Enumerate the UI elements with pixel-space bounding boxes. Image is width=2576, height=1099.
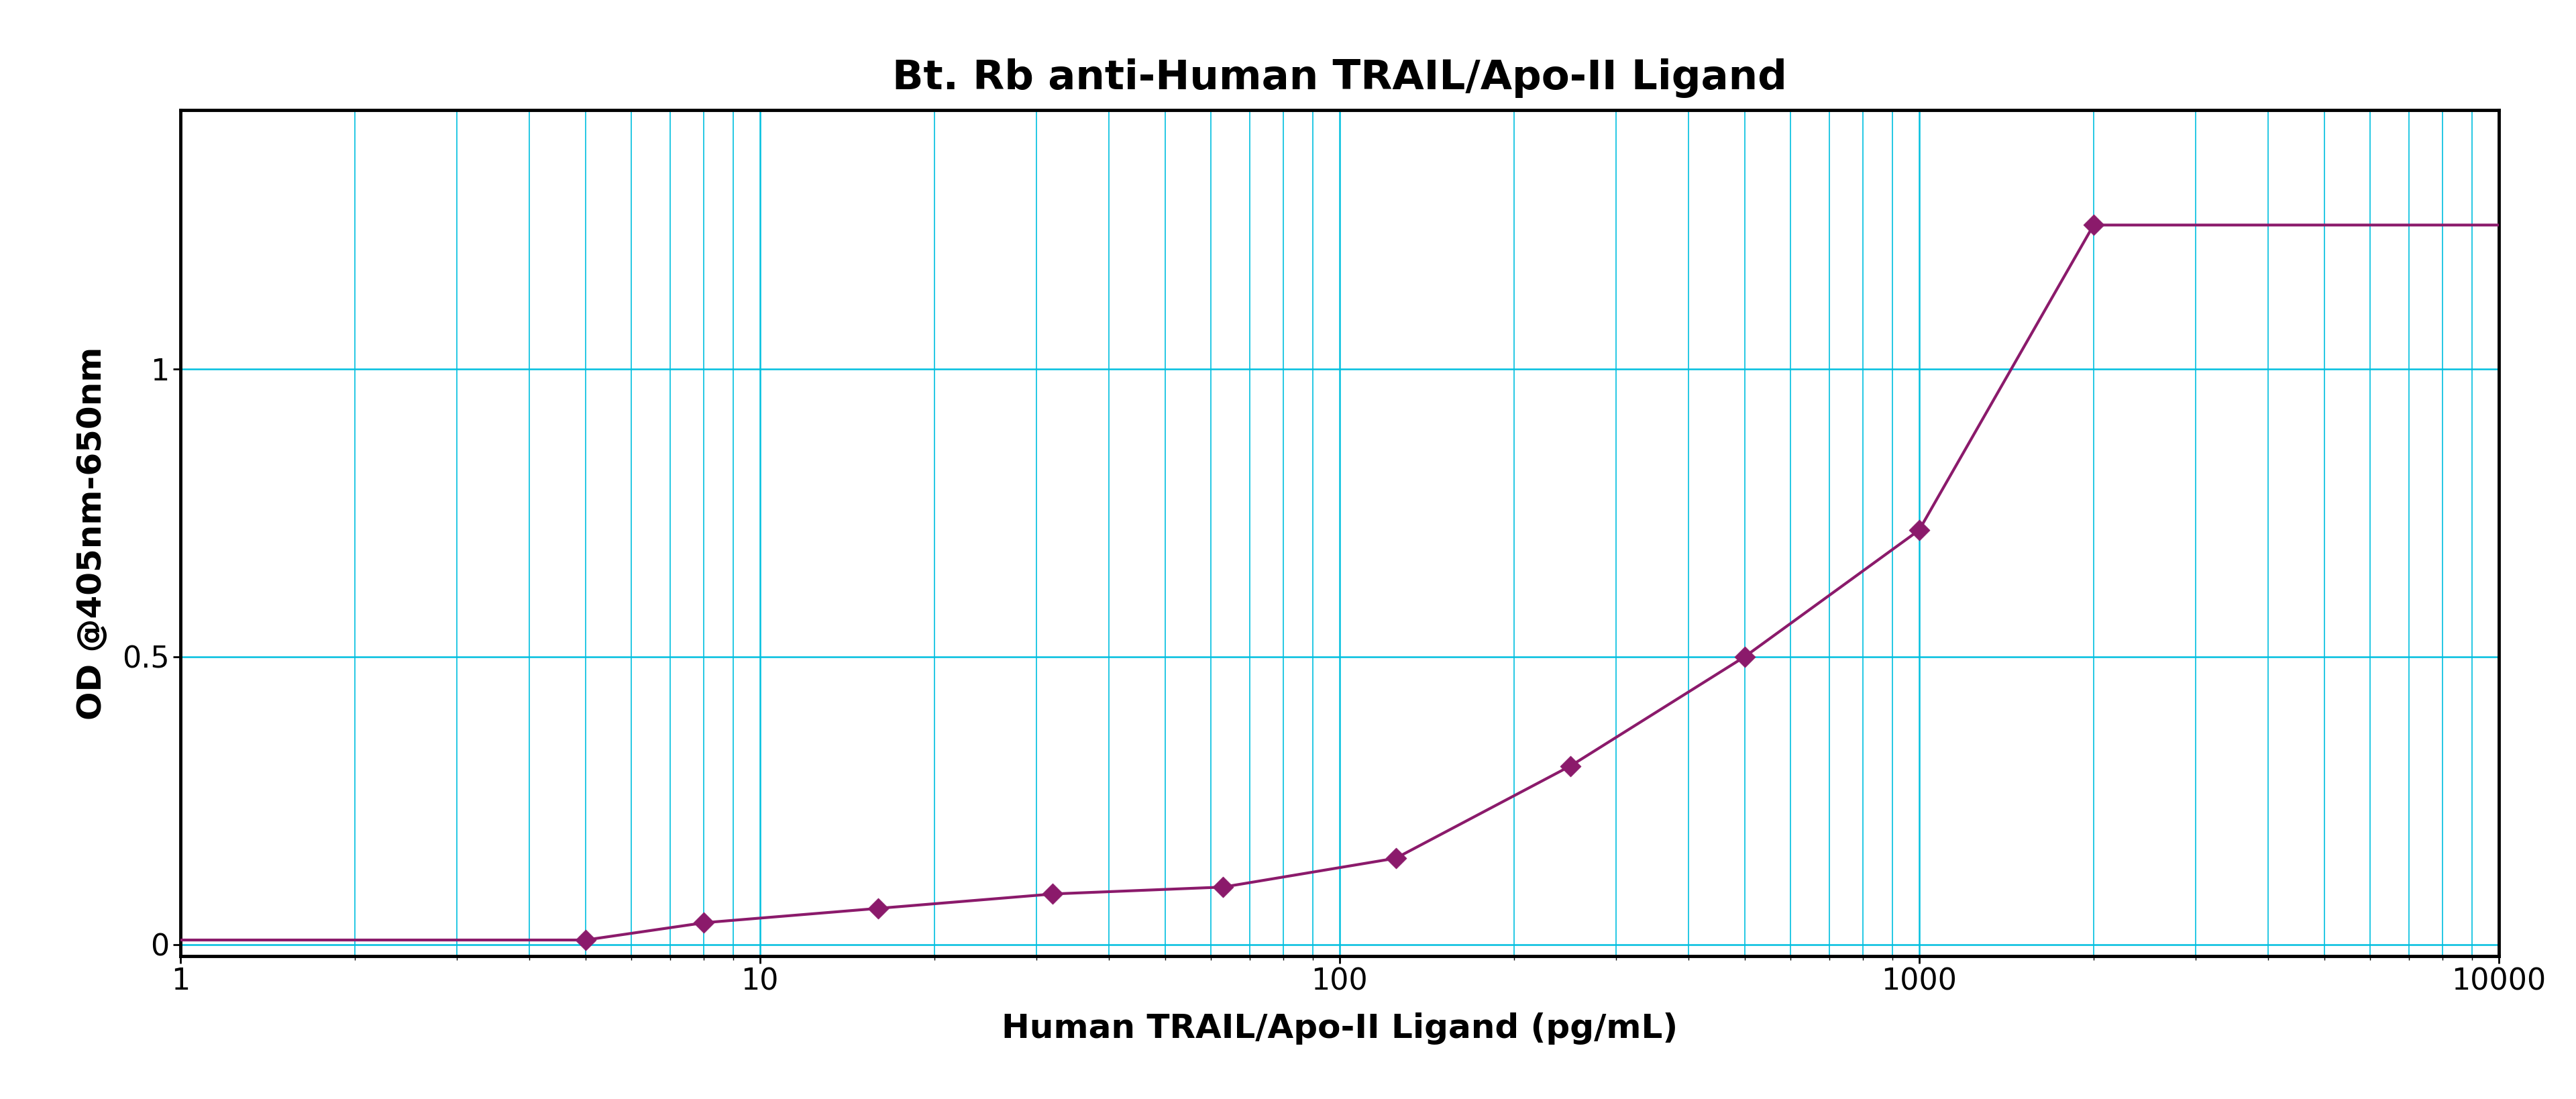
Point: [1203, 878, 1244, 896]
Point: [564, 931, 605, 948]
Y-axis label: OD @405nm-650nm: OD @405nm-650nm: [77, 346, 108, 720]
Point: [1376, 850, 1417, 867]
Point: [1723, 648, 1765, 666]
Point: [2074, 217, 2115, 234]
Point: [1033, 885, 1074, 902]
X-axis label: Human TRAIL/Apo-II Ligand (pg/mL): Human TRAIL/Apo-II Ligand (pg/mL): [1002, 1012, 1677, 1045]
Point: [1551, 757, 1592, 775]
Point: [1899, 521, 1940, 539]
Point: [858, 900, 899, 918]
Title: Bt. Rb anti-Human TRAIL/Apo-II Ligand: Bt. Rb anti-Human TRAIL/Apo-II Ligand: [891, 58, 1788, 98]
Point: [683, 914, 724, 932]
